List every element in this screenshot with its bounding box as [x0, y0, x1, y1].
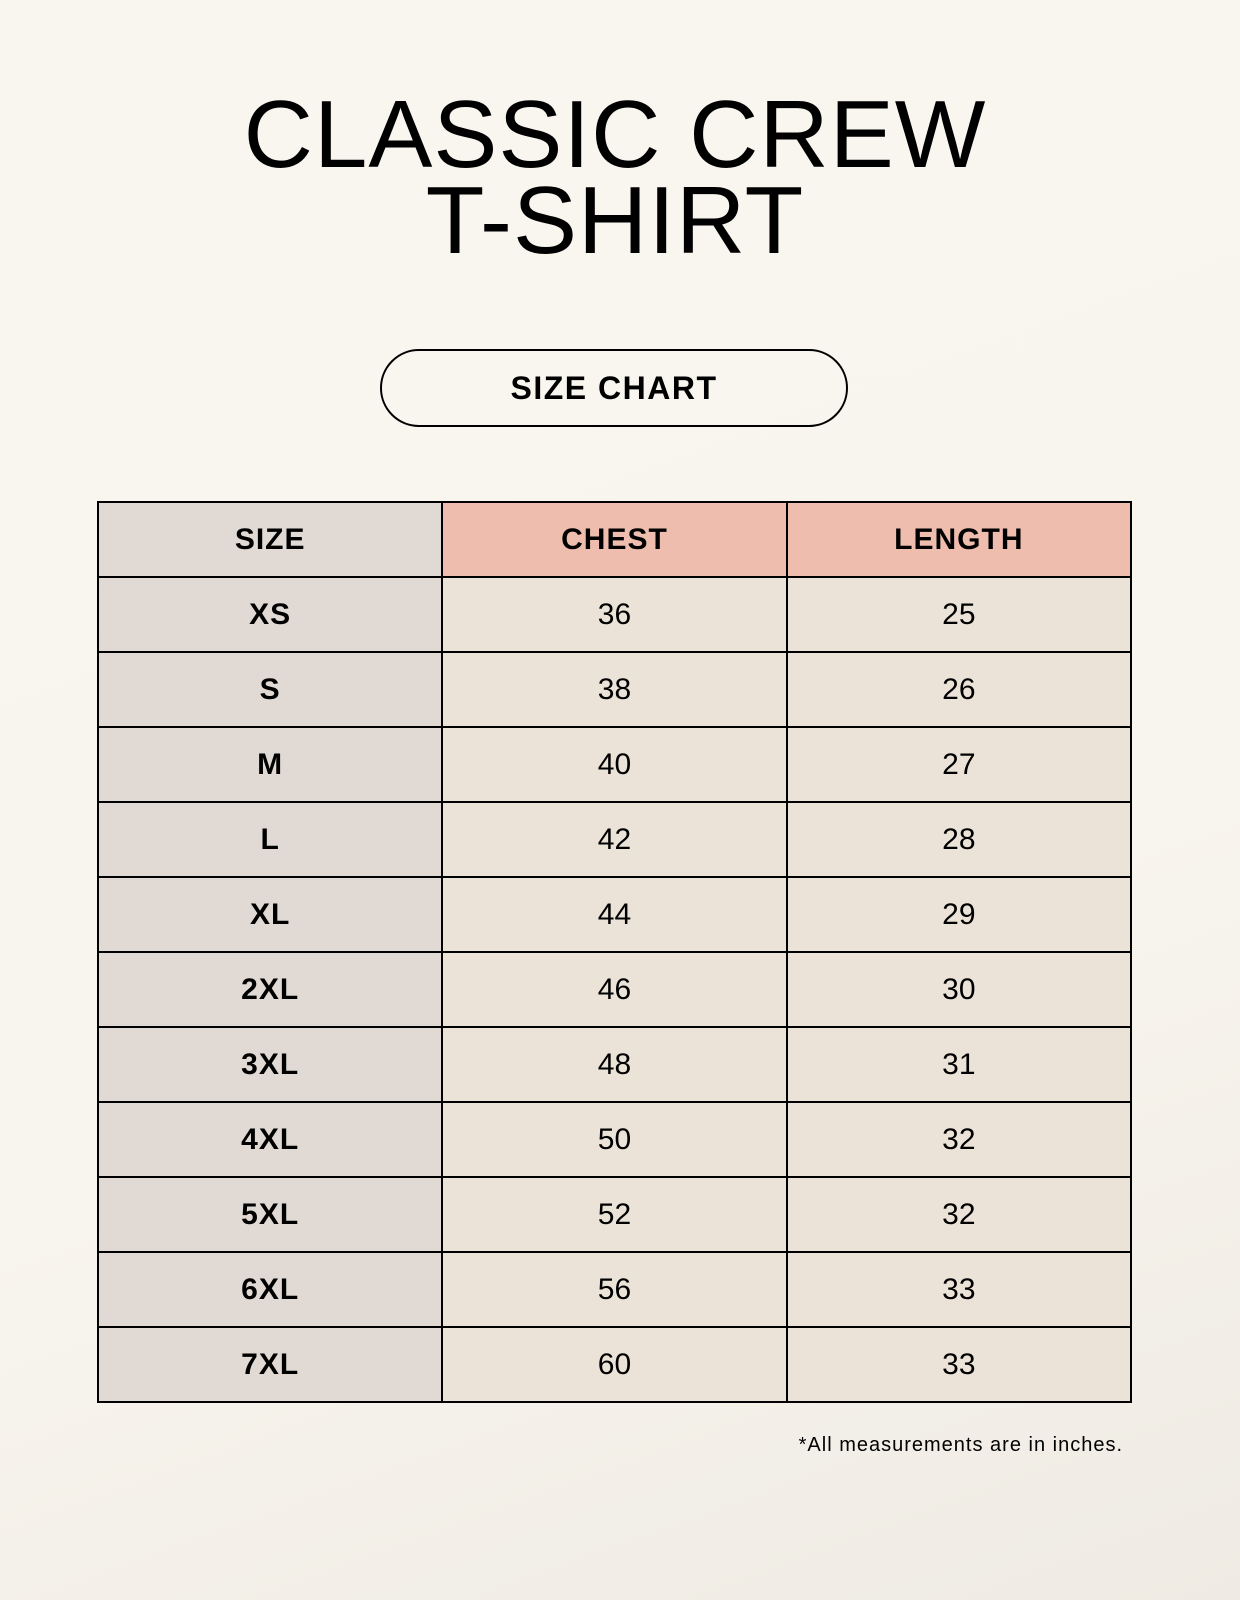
footnote: *All measurements are in inches. [798, 1434, 1123, 1456]
chest-cell: 40 [441, 726, 788, 803]
header-length: LENGTH [785, 501, 1133, 578]
size-cell: 4XL [96, 1101, 444, 1178]
table-row: 4XL 50 32 [96, 1101, 1133, 1178]
title-line-1: CLASSIC CREW [243, 81, 987, 188]
table-row: XL 44 29 [96, 876, 1133, 953]
title-line-2: T-SHIRT [425, 167, 805, 274]
size-cell: L [96, 801, 444, 878]
size-cell: 5XL [96, 1176, 444, 1253]
header-size: SIZE [96, 501, 444, 578]
length-cell: 31 [785, 1026, 1133, 1103]
chest-cell: 48 [441, 1026, 788, 1103]
table-row: 6XL 56 33 [96, 1251, 1133, 1328]
table-row: 5XL 52 32 [96, 1176, 1133, 1253]
chest-cell: 60 [441, 1326, 788, 1403]
size-cell: XS [96, 576, 444, 653]
table-row: M 40 27 [96, 726, 1133, 803]
chest-cell: 36 [441, 576, 788, 653]
chest-cell: 42 [441, 801, 788, 878]
table-row: 3XL 48 31 [96, 1026, 1133, 1103]
chest-cell: 52 [441, 1176, 788, 1253]
table-row: XS 36 25 [96, 576, 1133, 653]
size-cell: 3XL [96, 1026, 444, 1103]
length-cell: 33 [785, 1326, 1133, 1403]
chest-cell: 44 [441, 876, 788, 953]
length-cell: 32 [785, 1176, 1133, 1253]
size-cell: 7XL [96, 1326, 444, 1403]
size-cell: M [96, 726, 444, 803]
size-cell: 2XL [96, 951, 444, 1028]
size-chart-badge: SIZE CHART [380, 349, 848, 427]
length-cell: 28 [785, 801, 1133, 878]
page-title: CLASSIC CREW T-SHIRT [0, 81, 1230, 274]
table-row: 7XL 60 33 [96, 1326, 1133, 1403]
chest-cell: 56 [441, 1251, 788, 1328]
table-header-row: SIZE CHEST LENGTH [96, 501, 1133, 578]
length-cell: 25 [785, 576, 1133, 653]
table-row: L 42 28 [96, 801, 1133, 878]
header-chest: CHEST [441, 501, 788, 578]
size-cell: XL [96, 876, 444, 953]
size-cell: 6XL [96, 1251, 444, 1328]
chest-cell: 38 [441, 651, 788, 728]
length-cell: 32 [785, 1101, 1133, 1178]
length-cell: 29 [785, 876, 1133, 953]
size-cell: S [96, 651, 444, 728]
table-row: 2XL 46 30 [96, 951, 1133, 1028]
length-cell: 30 [785, 951, 1133, 1028]
table-row: S 38 26 [96, 651, 1133, 728]
chest-cell: 50 [441, 1101, 788, 1178]
chest-cell: 46 [441, 951, 788, 1028]
length-cell: 33 [785, 1251, 1133, 1328]
length-cell: 27 [785, 726, 1133, 803]
length-cell: 26 [785, 651, 1133, 728]
size-table: SIZE CHEST LENGTH XS 36 25 S 38 26 M 40 27 L 42 28 X… [96, 501, 1133, 1403]
